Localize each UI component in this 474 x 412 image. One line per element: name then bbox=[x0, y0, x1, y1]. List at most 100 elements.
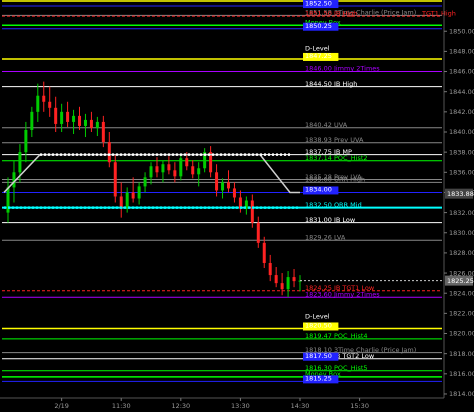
candle-body bbox=[173, 170, 177, 177]
level-label: 1831.00 IB Low bbox=[305, 216, 356, 224]
x-tick-label: 15:30 bbox=[350, 402, 369, 410]
y-tick-label: 1828.00 bbox=[449, 249, 474, 257]
candle-body bbox=[119, 196, 123, 208]
candle-body bbox=[42, 95, 46, 102]
level-label: D-Level bbox=[305, 313, 330, 321]
level-label: 1835.28 Prev LVA bbox=[305, 173, 362, 181]
level-label: 1837.75 IB MP bbox=[305, 148, 352, 156]
candle-body bbox=[280, 283, 284, 290]
candle-body bbox=[274, 275, 278, 284]
candle-body bbox=[18, 152, 22, 173]
level-label: 1829.26 LVA bbox=[305, 233, 346, 241]
last-price-tag: 1825.25 bbox=[447, 277, 474, 285]
y-tick-label: 1820.00 bbox=[449, 330, 474, 338]
level-tag-box bbox=[303, 0, 339, 9]
level-label: TGT1 High bbox=[421, 9, 456, 17]
level-label: 1824.25 IB TGT1 Low bbox=[305, 284, 375, 292]
candle-body bbox=[36, 95, 40, 112]
candle-body bbox=[179, 158, 183, 177]
candle-body bbox=[197, 168, 201, 175]
candle-body bbox=[30, 111, 34, 130]
level-label: 1816.30 POC_Hist5 bbox=[305, 364, 368, 372]
candle-body bbox=[66, 111, 70, 122]
candle-body bbox=[137, 186, 141, 199]
y-tick-label: 1814.00 bbox=[449, 390, 474, 398]
y-tick-label: 1842.00 bbox=[449, 108, 474, 116]
candle-body bbox=[250, 200, 254, 223]
candle-body bbox=[232, 188, 236, 198]
candle-body bbox=[89, 119, 93, 128]
level-label: 1835.00 ORR High bbox=[305, 176, 365, 184]
candle-body bbox=[268, 262, 272, 276]
candle-body bbox=[149, 166, 153, 178]
mp-price-tag-box bbox=[445, 188, 473, 199]
candle-body bbox=[292, 277, 296, 282]
candle-body bbox=[203, 152, 207, 169]
last-price-tag-box bbox=[445, 275, 473, 286]
x-tick-label: 12:30 bbox=[171, 402, 190, 410]
candle-body bbox=[286, 277, 290, 290]
y-tick-label: 1840.00 bbox=[449, 128, 474, 136]
candle-body bbox=[221, 182, 225, 191]
candle-body bbox=[113, 162, 117, 197]
y-tick-label: 1824.00 bbox=[449, 289, 474, 297]
candle-body bbox=[161, 164, 165, 173]
level-label: 1844.50 IB High bbox=[305, 80, 357, 88]
x-tick-label: 14:30 bbox=[291, 402, 310, 410]
level-label: 1832.50 ORR Mid bbox=[305, 201, 362, 209]
x-tick-label: 11:30 bbox=[112, 402, 131, 410]
level-label: 1838.93 Prev UVA bbox=[305, 136, 364, 144]
y-tick-label: 1826.00 bbox=[449, 269, 474, 277]
level-label: 1851.58 3Time Charlie (Price Jam) bbox=[305, 9, 416, 17]
candle-body bbox=[60, 111, 64, 124]
y-tick-label: 1844.00 bbox=[449, 88, 474, 96]
level-label: Money Box bbox=[305, 18, 341, 26]
level-tag-box bbox=[303, 22, 339, 31]
candle-body bbox=[6, 187, 10, 213]
level-label: 1840.42 UVA bbox=[305, 121, 348, 129]
candle-body bbox=[143, 177, 147, 187]
level-label: 1823.60 Jimmy 2Times bbox=[305, 290, 380, 298]
level-label: D-Level bbox=[305, 45, 330, 53]
candle-body bbox=[78, 115, 82, 126]
price-levels bbox=[2, 0, 442, 382]
y-tick-label: 1838.00 bbox=[449, 148, 474, 156]
level-label: 1837.14 POC_Hist2 bbox=[305, 154, 368, 162]
y-tick-label: 1822.00 bbox=[449, 310, 474, 318]
candle-body bbox=[244, 200, 248, 209]
candle-body bbox=[209, 152, 213, 173]
candle-body bbox=[131, 192, 135, 199]
level-tag-box bbox=[303, 52, 339, 61]
market-profile-overlay bbox=[3, 153, 300, 209]
level-label: 1850.25 bbox=[305, 22, 332, 30]
level-label: 1815.25 bbox=[305, 375, 332, 383]
level-label: 1820.50 bbox=[305, 322, 332, 330]
y-tick-label: 1830.00 bbox=[449, 229, 474, 237]
candle-body bbox=[125, 192, 129, 208]
y-axis: 1850.00 1848.00 1846.00 1844.00 1842.00 1840.… bbox=[443, 0, 474, 398]
price-tags: 1825.25 1833.88 bbox=[300, 188, 474, 286]
candle-body bbox=[48, 101, 52, 108]
level-tag-box bbox=[303, 186, 339, 195]
level-label: 1852.50 bbox=[305, 0, 332, 7]
candle-body bbox=[256, 222, 260, 243]
candle-body bbox=[107, 142, 111, 163]
candle-body bbox=[72, 115, 76, 122]
candle-body bbox=[83, 119, 87, 126]
candle-body bbox=[238, 197, 242, 209]
y-tick-label: 1836.00 bbox=[449, 168, 474, 176]
candle-body bbox=[185, 158, 189, 167]
y-tick-label: 1816.00 bbox=[449, 370, 474, 378]
mp-price-tag: 1833.88 bbox=[447, 190, 474, 198]
y-tick-label: 1846.00 bbox=[449, 68, 474, 76]
candle-body bbox=[54, 107, 58, 124]
level-tag-box bbox=[303, 375, 339, 384]
candle-body bbox=[12, 172, 16, 188]
x-axis: 2/19 11:30 12:30 13:30 14:30 15:30 bbox=[0, 397, 444, 410]
candle-body bbox=[155, 166, 159, 173]
y-tick-label: 1832.00 bbox=[449, 209, 474, 217]
level-label: 1847.25 bbox=[305, 52, 332, 60]
candle-body bbox=[262, 242, 266, 263]
level-label: 1817.50 bbox=[305, 352, 332, 360]
